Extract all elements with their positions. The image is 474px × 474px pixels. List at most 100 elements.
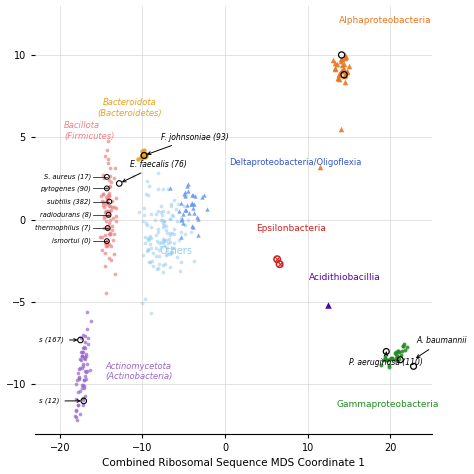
Point	[101, 249, 109, 257]
Point	[160, 221, 168, 229]
Point	[73, 376, 81, 384]
Point	[340, 61, 347, 68]
Text: thermophilus (7): thermophilus (7)	[35, 225, 91, 231]
Point	[104, 184, 111, 191]
Point	[106, 230, 114, 238]
Point	[144, 237, 152, 244]
Point	[142, 233, 149, 241]
Point	[341, 51, 349, 59]
Point	[190, 258, 198, 265]
Point	[273, 255, 281, 263]
Point	[103, 212, 111, 219]
Point	[144, 221, 151, 228]
Point	[81, 355, 88, 362]
Text: Actinomycetota
(Actinobacteria): Actinomycetota (Actinobacteria)	[105, 362, 173, 381]
Point	[393, 352, 401, 360]
Point	[383, 356, 391, 364]
Point	[144, 245, 152, 253]
Point	[338, 67, 346, 74]
Point	[80, 397, 88, 405]
Point	[155, 239, 163, 246]
Text: A. baumannii: A. baumannii	[417, 336, 467, 357]
Point	[113, 218, 120, 225]
Point	[166, 231, 174, 238]
Point	[198, 193, 206, 201]
Point	[177, 258, 184, 266]
Point	[78, 364, 86, 372]
Point	[161, 218, 168, 225]
Point	[194, 215, 201, 222]
Point	[336, 75, 343, 83]
Point	[77, 356, 85, 363]
Point	[147, 210, 155, 218]
Point	[399, 342, 407, 349]
Point	[342, 53, 350, 61]
Point	[74, 401, 82, 409]
Point	[146, 182, 153, 190]
Point	[164, 185, 172, 193]
Point	[162, 222, 169, 230]
Point	[112, 204, 119, 211]
Point	[167, 201, 174, 208]
Point	[106, 173, 114, 180]
Point	[177, 228, 184, 236]
Point	[331, 64, 338, 72]
Point	[337, 57, 345, 65]
Point	[73, 407, 80, 415]
Text: ismortui (0): ismortui (0)	[52, 238, 91, 245]
Point	[79, 401, 87, 408]
Point	[100, 212, 108, 220]
Point	[155, 246, 163, 254]
Point	[100, 203, 108, 210]
Point	[102, 193, 109, 201]
Point	[106, 230, 113, 237]
Point	[116, 180, 123, 187]
Point	[103, 237, 111, 244]
Point	[98, 233, 106, 240]
Text: subtilis (382): subtilis (382)	[47, 198, 91, 205]
Point	[394, 347, 401, 355]
Point	[80, 376, 88, 384]
Point	[333, 61, 341, 68]
Point	[146, 232, 154, 239]
Point	[80, 397, 87, 404]
Point	[102, 208, 110, 215]
Point	[180, 191, 188, 198]
Point	[110, 250, 118, 258]
Point	[99, 199, 107, 206]
Point	[79, 362, 87, 370]
Point	[141, 295, 149, 303]
Point	[142, 190, 150, 198]
Point	[162, 226, 169, 234]
Point	[183, 201, 191, 209]
Point	[316, 163, 324, 171]
Point	[76, 387, 84, 395]
Point	[101, 208, 109, 216]
Point	[170, 231, 178, 238]
Point	[73, 406, 80, 414]
Point	[103, 225, 111, 233]
Point	[100, 239, 108, 246]
Point	[173, 205, 180, 213]
Point	[100, 214, 108, 222]
Point	[105, 211, 112, 219]
Point	[105, 219, 112, 227]
Point	[190, 201, 198, 208]
Point	[100, 174, 108, 182]
Point	[82, 353, 89, 361]
Point	[159, 207, 167, 215]
Point	[392, 350, 400, 357]
Point	[106, 182, 113, 190]
Point	[194, 231, 201, 239]
Point	[335, 72, 343, 79]
Point	[168, 248, 176, 255]
Point	[157, 243, 164, 251]
Point	[83, 309, 91, 316]
Point	[400, 340, 408, 348]
Point	[106, 229, 113, 237]
Point	[104, 137, 112, 145]
Point	[78, 334, 85, 342]
Point	[103, 207, 110, 214]
Point	[399, 347, 406, 355]
Point	[334, 74, 342, 82]
